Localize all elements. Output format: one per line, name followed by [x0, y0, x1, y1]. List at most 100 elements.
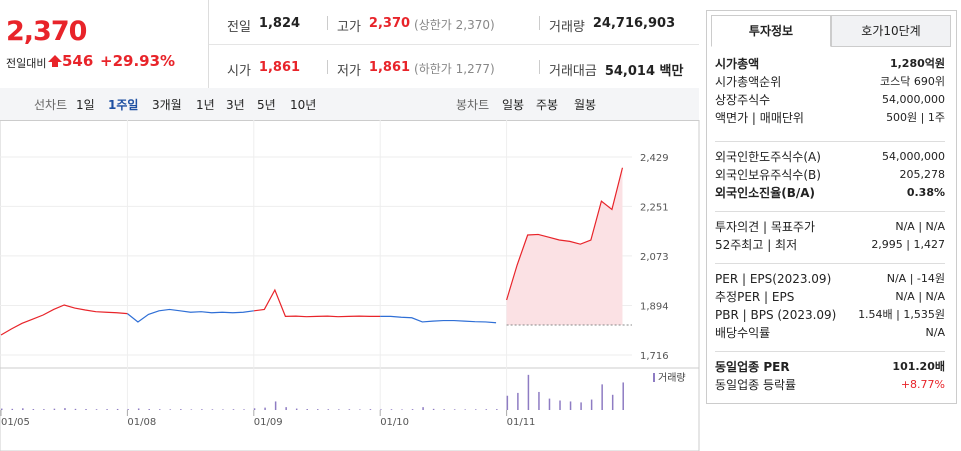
volume-bar: [453, 409, 456, 410]
period-tab[interactable]: 1주일: [108, 98, 139, 112]
x-tick-label: 01/10: [380, 417, 409, 428]
y-tick-label: 2,073: [640, 252, 669, 263]
volume-bar: [517, 392, 519, 410]
volume-bar: [601, 384, 603, 410]
summary-label: 거래대금: [549, 64, 597, 79]
candle-tab[interactable]: 월봉: [574, 98, 597, 112]
panel-tab[interactable]: 호가10단계: [831, 15, 951, 47]
rate: +29.93%: [100, 52, 176, 70]
volume-bar: [243, 409, 245, 410]
info-value: N/A: [925, 326, 945, 339]
summary-label: 거래량: [549, 20, 585, 35]
info-label: PBR | BPS (2023.09): [715, 308, 837, 322]
y-tick-label: 1,716: [640, 351, 669, 362]
info-value: 500원 | 1주: [886, 111, 945, 124]
period-tab[interactable]: 5년: [257, 98, 276, 112]
info-value: N/A | N/A: [895, 290, 945, 303]
candle-tab[interactable]: 일봉: [502, 98, 525, 112]
volume-bar: [527, 374, 530, 410]
divider: [539, 60, 540, 74]
info-row: 외국인소진율(B/A) 0.38%: [715, 184, 945, 202]
volume-bar: [432, 408, 435, 410]
panel-tab[interactable]: 투자정보: [711, 15, 831, 47]
summary-note: (상한가 2,370): [414, 18, 495, 32]
volume-bar: [464, 409, 466, 410]
x-tick-label: 01/05: [1, 417, 30, 428]
volume-bar: [380, 409, 382, 410]
info-group: 동일업종 PER 101.20배 동일업종 등락률 +8.77%: [715, 351, 945, 394]
summary-value: 1,824: [258, 16, 301, 31]
candle-tab-label: 봉차트: [456, 98, 490, 112]
info-label: 배당수익률: [715, 326, 771, 340]
volume-bar: [85, 409, 87, 410]
info-label: 추정PER | EPS: [715, 290, 795, 304]
volume-bar: [306, 409, 308, 410]
summary-value: 24,716,903: [592, 16, 676, 31]
info-row: 동일업종 PER 101.20배: [715, 358, 945, 376]
price-line: [506, 167, 624, 301]
info-label: 시가총액: [715, 57, 760, 71]
summary-value: 1,861: [258, 60, 301, 75]
period-tab[interactable]: 1일: [76, 98, 95, 112]
volume-bar: [222, 409, 224, 410]
volume-bar: [116, 408, 119, 410]
volume-bar: [148, 409, 150, 410]
change-label: 전일대비: [6, 57, 47, 70]
info-label: PER | EPS(2023.09): [715, 272, 832, 286]
line-tab-label: 선차트: [34, 98, 68, 112]
volume-bar: [496, 409, 498, 410]
divider: [539, 16, 540, 30]
info-row: 액면가 | 매매단위 500원 | 1주: [715, 109, 945, 127]
info-label: 상장주식수: [715, 93, 771, 107]
info-value: 코스닥 690위: [880, 75, 945, 88]
volume-bar: [43, 409, 45, 410]
volume-bar: [506, 395, 509, 410]
volume-bar: [137, 408, 140, 410]
plot-frame: [0, 120, 700, 451]
volume-bar: [327, 409, 330, 410]
volume-bar: [253, 408, 256, 410]
volume-bar: [369, 409, 372, 410]
volume-bar: [538, 391, 540, 410]
info-row: 외국인보유주식수(B) 205,278: [715, 166, 945, 184]
volume-bar: [590, 399, 593, 410]
period-tab[interactable]: 3개월: [152, 98, 182, 112]
summary-item: 거래량 24,716,903: [549, 16, 675, 35]
volume-bar: [22, 408, 24, 410]
volume-bar: [580, 402, 582, 410]
period-tab[interactable]: 3년: [226, 98, 245, 112]
period-tab[interactable]: 1년: [196, 98, 215, 112]
y-tick-label: 2,429: [640, 153, 669, 164]
volume-bar: [201, 409, 203, 410]
info-row: 추정PER | EPS N/A | N/A: [715, 288, 945, 306]
volume-bar: [264, 407, 266, 410]
volume-bar: [53, 408, 56, 410]
summary-label: 저가: [337, 64, 361, 79]
chart: 2,429 2,251 2,073 1,894 1,716 01/05 01/08 01/09…: [0, 120, 700, 451]
up-icon: [48, 55, 62, 67]
candle-tab[interactable]: 주봉: [536, 98, 559, 112]
info-label: 외국인한도주식수(A): [715, 150, 821, 164]
info-row: 시가총액순위 코스닥 690위: [715, 73, 945, 91]
volume-label: 거래량: [658, 372, 686, 384]
area-fill: [506, 167, 623, 325]
volume-bar: [348, 409, 351, 410]
summary-item: 고가 2,370 (상한가 2,370): [337, 16, 495, 35]
info-row: PBR | BPS (2023.09) 1.54배 | 1,535원: [715, 306, 945, 324]
period-tab[interactable]: 10년: [290, 98, 317, 112]
volume-bar: [317, 409, 319, 410]
info-value: 1.54배 | 1,535원: [858, 308, 945, 321]
volume-bar: [159, 409, 161, 410]
volume-bar: [169, 409, 172, 410]
volume-bar: [390, 409, 393, 410]
info-value: 2,995 | 1,427: [871, 238, 945, 251]
info-label: 외국인보유주식수(B): [715, 168, 821, 182]
volume-bar: [475, 409, 477, 410]
info-group: 투자의견 | 목표주가 N/A | N/A 52주최고 | 최저 2,995 | 1,…: [715, 211, 945, 254]
y-tick-label: 1,894: [640, 302, 669, 313]
divider: [209, 44, 699, 45]
divider: [327, 60, 328, 74]
summary-item: 시가 1,861: [227, 60, 300, 79]
chart-tabs: 선차트 1일 1주일 3개월 1년 3년 5년 10년 봉차트 일봉 주봉 월봉: [0, 88, 699, 121]
volume-bar: [127, 409, 129, 410]
